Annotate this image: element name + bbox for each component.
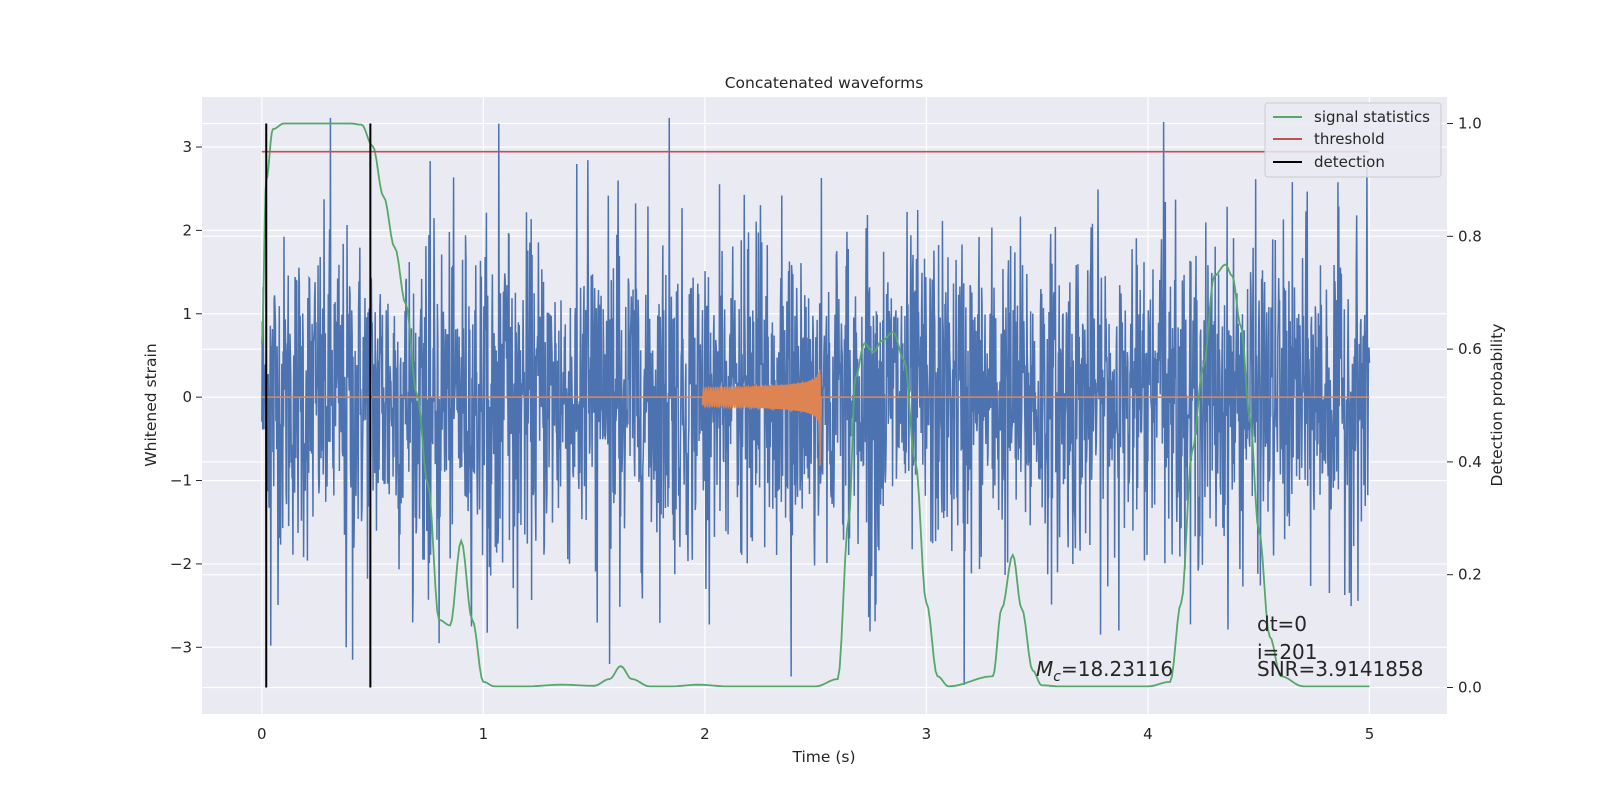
- y-right-tick-label: 0.4: [1458, 453, 1482, 471]
- x-tick-label: 2: [700, 725, 710, 743]
- y-tick-label: −2: [170, 555, 192, 573]
- annotations: dt=0 i=201 SNR=3.9141858 Mc=18.23116: [1036, 612, 1423, 685]
- legend: signal statistics threshold detection: [1264, 102, 1442, 178]
- legend-label-detection: detection: [1314, 153, 1385, 171]
- annotation-chirp-mass-value: =18.23116: [1061, 657, 1173, 681]
- y-axis-label: Whitened strain: [142, 343, 160, 466]
- x-tick-label: 1: [479, 725, 489, 743]
- annotation-chirp-mass-symbol: M: [1036, 657, 1053, 681]
- y-tick-label: −3: [170, 638, 192, 656]
- y-tick-label: 0: [182, 388, 192, 406]
- y-right-tick-label: 0.0: [1458, 678, 1482, 696]
- annotation-index: i=201: [1257, 640, 1318, 664]
- y-right-tick-label: 0.8: [1458, 227, 1482, 245]
- y-right-tick-label: 0.2: [1458, 566, 1482, 584]
- x-axis-label: Time (s): [791, 748, 855, 766]
- chart-title: Concatenated waveforms: [725, 74, 924, 92]
- x-tick-label: 5: [1365, 725, 1375, 743]
- annotation-chirp-mass: Mc=18.23116: [1036, 657, 1173, 685]
- y-tick-label: 1: [182, 305, 192, 323]
- y-tick-label: −1: [170, 472, 192, 490]
- overlay-series: [260, 122, 1370, 688]
- annotation-snr: SNR=3.9141858: [1257, 657, 1423, 681]
- y-right-tick-label: 1.0: [1458, 115, 1482, 133]
- signal-statistics-line: [260, 122, 1370, 688]
- y-tick-label: 2: [182, 221, 192, 239]
- legend-box: [1264, 102, 1442, 178]
- x-tick-label: 0: [257, 725, 267, 743]
- legend-label-threshold: threshold: [1314, 130, 1385, 148]
- x-tick-label: 4: [1143, 725, 1153, 743]
- legend-label-signal-statistics: signal statistics: [1314, 108, 1430, 126]
- x-tick-label: 3: [922, 725, 932, 743]
- y-right-axis-label: Detection probability: [1488, 324, 1506, 487]
- chirp-series-line: [261, 369, 1370, 466]
- axis-ticks: 0 1 2 3 4 5 −3 −2 −1 0 1 2 3 0.0 0.2 0.4 0.6 0.8 1.0: [170, 115, 1482, 743]
- annotation-chirp-mass-subscript: c: [1053, 669, 1061, 685]
- y-tick-label: 3: [182, 138, 192, 156]
- annotation-dt: dt=0: [1257, 612, 1307, 636]
- y-right-tick-label: 0.6: [1458, 340, 1482, 358]
